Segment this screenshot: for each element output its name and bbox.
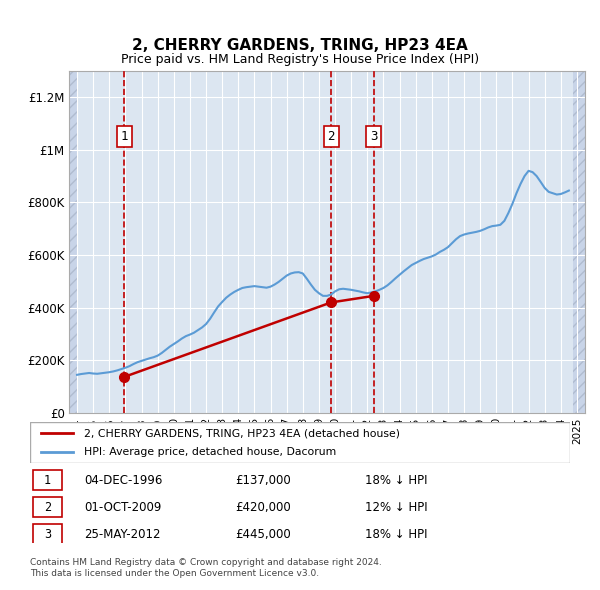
Text: 18% ↓ HPI: 18% ↓ HPI — [365, 528, 427, 542]
FancyBboxPatch shape — [33, 524, 62, 545]
Text: £420,000: £420,000 — [235, 502, 291, 514]
Text: 2, CHERRY GARDENS, TRING, HP23 4EA (detached house): 2, CHERRY GARDENS, TRING, HP23 4EA (deta… — [84, 428, 400, 438]
Text: 2, CHERRY GARDENS, TRING, HP23 4EA: 2, CHERRY GARDENS, TRING, HP23 4EA — [132, 38, 468, 53]
Text: Price paid vs. HM Land Registry's House Price Index (HPI): Price paid vs. HM Land Registry's House … — [121, 53, 479, 66]
Text: 12% ↓ HPI: 12% ↓ HPI — [365, 502, 427, 514]
Bar — [69, 71, 77, 413]
Text: 2: 2 — [327, 130, 335, 143]
Text: Contains HM Land Registry data © Crown copyright and database right 2024.: Contains HM Land Registry data © Crown c… — [30, 558, 382, 566]
Text: 1: 1 — [44, 474, 51, 487]
FancyBboxPatch shape — [33, 470, 62, 490]
Bar — [573, 71, 585, 413]
FancyBboxPatch shape — [33, 497, 62, 517]
Text: 3: 3 — [44, 528, 51, 542]
Text: 18% ↓ HPI: 18% ↓ HPI — [365, 474, 427, 487]
Text: £445,000: £445,000 — [235, 528, 291, 542]
FancyBboxPatch shape — [30, 422, 570, 463]
Text: 25-MAY-2012: 25-MAY-2012 — [84, 528, 161, 542]
Text: 1: 1 — [121, 130, 128, 143]
Text: 04-DEC-1996: 04-DEC-1996 — [84, 474, 163, 487]
Text: 3: 3 — [370, 130, 377, 143]
Text: £137,000: £137,000 — [235, 474, 291, 487]
Text: 01-OCT-2009: 01-OCT-2009 — [84, 502, 161, 514]
Text: 2: 2 — [44, 502, 51, 514]
Text: This data is licensed under the Open Government Licence v3.0.: This data is licensed under the Open Gov… — [30, 569, 319, 578]
Text: HPI: Average price, detached house, Dacorum: HPI: Average price, detached house, Daco… — [84, 447, 336, 457]
